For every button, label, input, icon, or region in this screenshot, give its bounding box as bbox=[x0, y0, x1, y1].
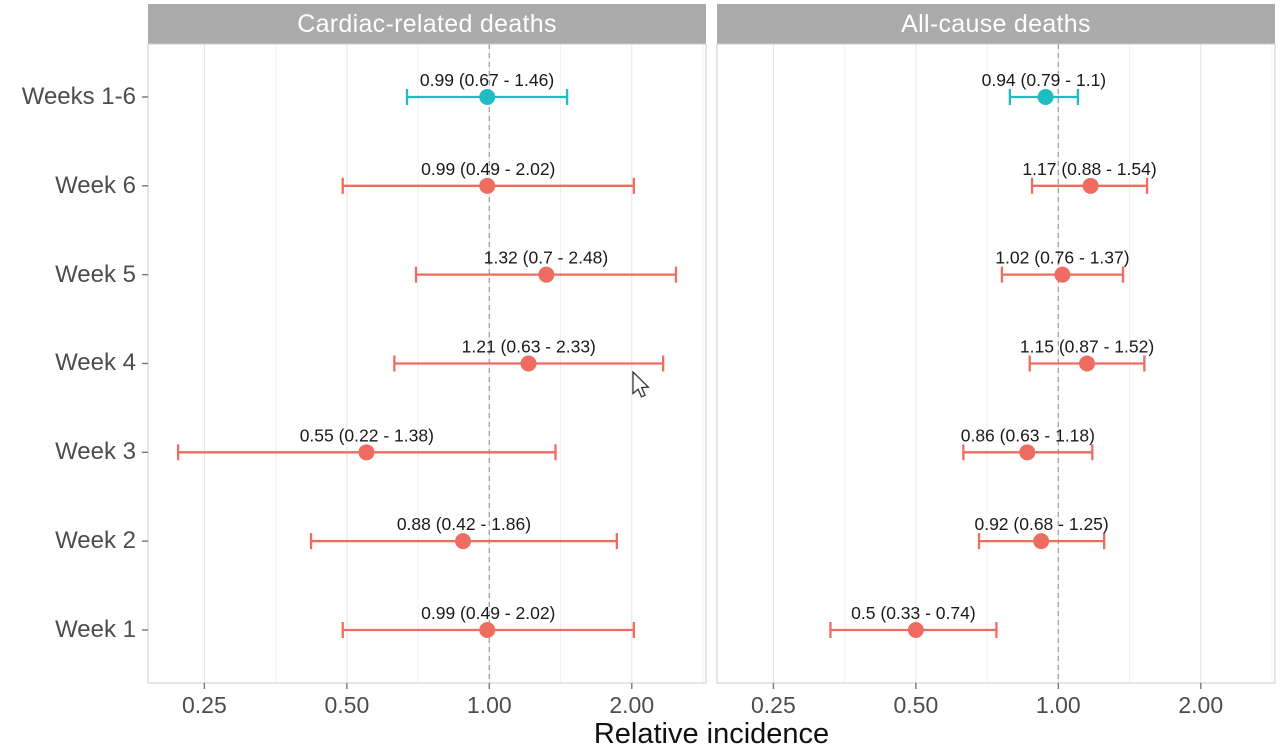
estimate-point bbox=[1054, 266, 1071, 283]
panel-title-cardiac: Cardiac-related deaths bbox=[148, 4, 706, 44]
estimate-point bbox=[358, 444, 375, 461]
x-tick-label: 1.00 bbox=[1035, 692, 1081, 718]
errorbar-row-week-5: 1.32 (0.7 - 2.48) bbox=[414, 248, 678, 283]
estimate-label: 1.15 (0.87 - 1.52) bbox=[1020, 336, 1154, 356]
y-axis-label-week-3: Week 3 bbox=[55, 438, 136, 466]
estimate-point bbox=[538, 266, 555, 283]
errorbar-row-week-6: 0.99 (0.49 - 2.02) bbox=[341, 159, 635, 194]
y-axis-label-week-5: Week 5 bbox=[55, 260, 136, 288]
estimate-label: 0.99 (0.49 - 2.02) bbox=[421, 159, 555, 179]
estimate-label: 1.17 (0.88 - 1.54) bbox=[1022, 159, 1156, 179]
estimate-point bbox=[1079, 355, 1096, 372]
x-tick-label: 2.00 bbox=[609, 692, 655, 718]
estimate-label: 0.94 (0.79 - 1.1) bbox=[982, 70, 1107, 90]
estimate-label: 0.99 (0.49 - 2.02) bbox=[421, 603, 555, 623]
panel-all-cause-deaths: 0.94 (0.79 - 1.1) 1.17 (0.88 - 1.54) 1.02 … bbox=[716, 43, 1276, 689]
estimate-label: 1.02 (0.76 - 1.37) bbox=[995, 248, 1129, 268]
errorbar-row-week-5: 1.02 (0.76 - 1.37) bbox=[995, 248, 1130, 283]
estimate-label: 0.92 (0.68 - 1.25) bbox=[974, 514, 1108, 534]
estimate-label: 0.55 (0.22 - 1.38) bbox=[300, 425, 434, 445]
errorbar-row-week-2: 0.88 (0.42 - 1.86) bbox=[309, 514, 619, 550]
estimate-point bbox=[907, 621, 924, 638]
x-tick-label: 0.25 bbox=[751, 692, 796, 718]
errorbar-row-week-6: 1.17 (0.88 - 1.54) bbox=[1022, 159, 1157, 194]
errorbar-row-weeks-1-6: 0.99 (0.67 - 1.46) bbox=[405, 70, 569, 105]
x-tick-label: 2.00 bbox=[1178, 692, 1224, 718]
x-axis-title: Relative incidence bbox=[593, 718, 830, 750]
y-axis-label-weeks-1-6: Weeks 1-6 bbox=[21, 83, 136, 110]
x-tick-label: 0.25 bbox=[182, 692, 227, 718]
panel-title-allcause: All-cause deaths bbox=[717, 4, 1275, 44]
mouse-cursor-icon bbox=[632, 371, 650, 398]
estimate-label: 1.32 (0.7 - 2.48) bbox=[484, 248, 609, 268]
x-tick-label: 0.50 bbox=[893, 692, 939, 718]
errorbar-row-week-4: 1.15 (0.87 - 1.52) bbox=[1020, 336, 1154, 372]
estimate-point bbox=[1082, 177, 1099, 194]
estimate-point bbox=[1033, 533, 1050, 550]
y-axis-label-week-1: Week 1 bbox=[55, 615, 136, 643]
estimate-label: 0.5 (0.33 - 0.74) bbox=[851, 603, 976, 623]
y-axis-label-week-2: Week 2 bbox=[55, 527, 136, 555]
x-tick-label: 1.00 bbox=[466, 692, 512, 718]
estimate-point bbox=[520, 355, 537, 372]
y-axis-label-week-6: Week 6 bbox=[55, 171, 136, 199]
errorbar-row-week-1: 0.99 (0.49 - 2.02) bbox=[341, 603, 635, 638]
panel-border bbox=[716, 43, 1276, 684]
errorbar-row-week-3: 0.55 (0.22 - 1.38) bbox=[176, 425, 557, 461]
estimate-label: 0.86 (0.63 - 1.18) bbox=[961, 425, 1095, 445]
panel-cardiac-deaths: 0.99 (0.67 - 1.46) 0.99 (0.49 - 2.02) 1.32… bbox=[142, 43, 707, 689]
errorbar-row-week-1: 0.5 (0.33 - 0.74) bbox=[829, 603, 998, 638]
x-tick-label: 0.50 bbox=[324, 692, 370, 718]
errorbar-row-week-4: 1.21 (0.63 - 2.33) bbox=[393, 336, 665, 372]
estimate-point bbox=[455, 533, 472, 550]
estimate-label: 0.88 (0.42 - 1.86) bbox=[397, 514, 531, 534]
estimate-point bbox=[1019, 444, 1036, 461]
estimate-label: 1.21 (0.63 - 2.33) bbox=[462, 336, 596, 356]
errorbar-row-week-2: 0.92 (0.68 - 1.25) bbox=[974, 514, 1109, 550]
estimate-point bbox=[479, 89, 496, 105]
estimate-point bbox=[1037, 89, 1054, 105]
errorbar-row-week-3: 0.86 (0.63 - 1.18) bbox=[961, 425, 1095, 461]
estimate-point bbox=[479, 177, 496, 194]
errorbar-row-weeks-1-6: 0.94 (0.79 - 1.1) bbox=[982, 70, 1107, 105]
y-axis-label-week-4: Week 4 bbox=[55, 349, 136, 377]
estimate-point bbox=[479, 621, 496, 638]
estimate-label: 0.99 (0.67 - 1.46) bbox=[420, 70, 554, 90]
